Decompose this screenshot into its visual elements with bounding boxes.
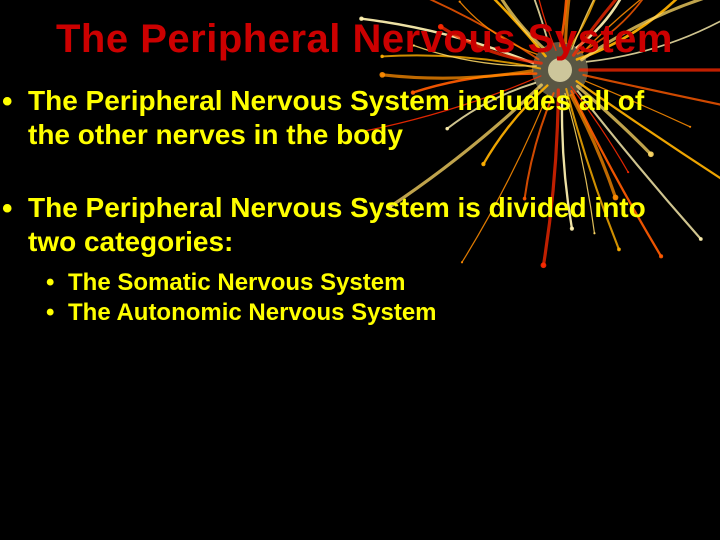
sub-bullet-text: The Somatic Nervous System [68,269,405,296]
bullet-item: The Peripheral Nervous System includes a… [0,84,692,151]
slide-content: The Peripheral Nervous System The Periph… [0,0,720,328]
sub-bullet-list: The Somatic Nervous System The Autonomic… [44,268,692,328]
sub-bullet-item: The Somatic Nervous System [44,268,692,298]
sub-bullet-item: The Autonomic Nervous System [44,298,692,328]
slide-title: The Peripheral Nervous System [56,18,692,60]
sub-bullet-text: The Autonomic Nervous System [68,299,437,326]
bullet-item: The Peripheral Nervous System is divided… [0,191,692,328]
bullet-list: The Peripheral Nervous System includes a… [0,84,692,328]
bullet-text: The Peripheral Nervous System includes a… [28,85,644,150]
bullet-text: The Peripheral Nervous System is divided… [28,192,646,257]
